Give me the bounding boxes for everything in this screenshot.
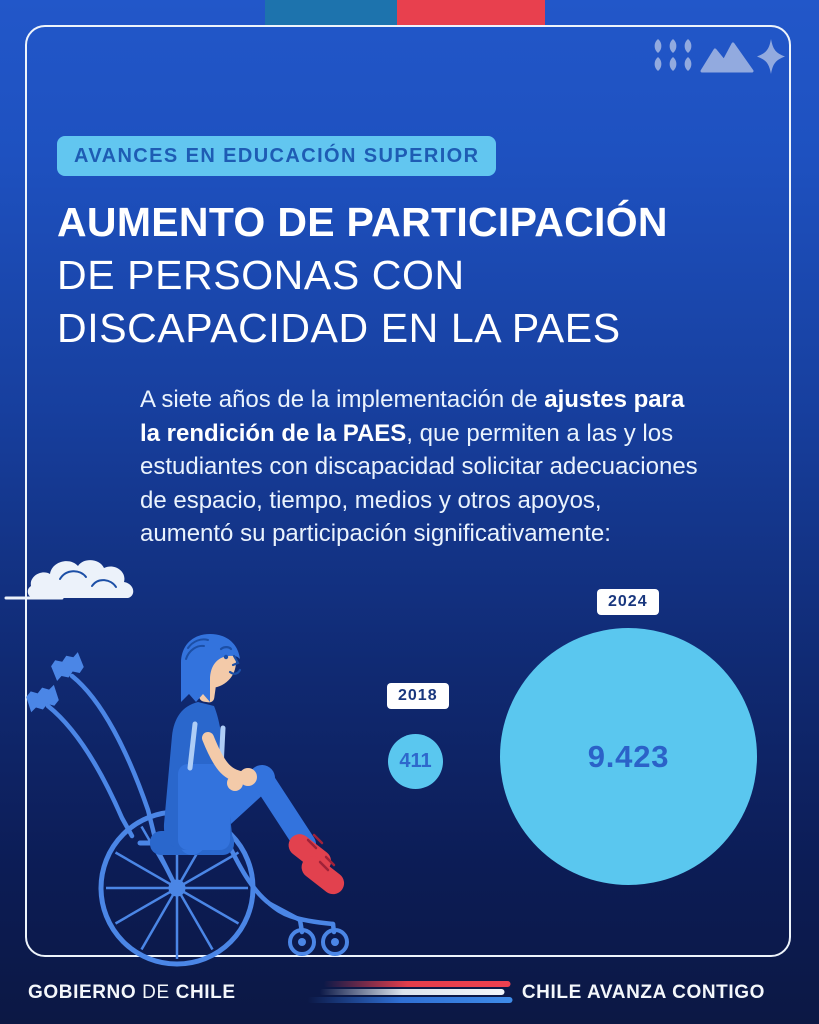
title-line-1: AUMENTO DE PARTICIPACIÓN: [57, 199, 668, 245]
government-wordmark: GOBIERNO DE CHILE: [28, 982, 236, 1004]
shoe-icon: [288, 833, 345, 895]
swoosh-red-stripe: [323, 981, 510, 987]
description-text-bold: ajustes para la rendición de la PAES: [140, 386, 685, 447]
top-stripe-red: [397, 0, 545, 25]
overalls-bib: [178, 764, 230, 850]
person-figure: [150, 634, 345, 895]
wheelchair-handle-grips: [26, 652, 84, 713]
mountains-icon: [700, 42, 754, 73]
page-title: AUMENTO DE PARTICIPACIÓN DE PERSONAS CON…: [57, 196, 668, 355]
bubble-2018-value: 411: [399, 750, 432, 772]
wheelchair-illustration: [4, 560, 349, 967]
caster-wheels: [288, 928, 349, 956]
chile-flag-swoosh-icon: [307, 981, 512, 1005]
swoosh-blue-stripe: [307, 997, 512, 1003]
title-line-2: DE PERSONAS CON: [57, 252, 465, 298]
category-badge-label: AVANCES EN EDUCACIÓN SUPERIOR: [74, 144, 480, 167]
sparkle-icon: [757, 39, 785, 74]
dots-grid-icon: [654, 39, 692, 71]
person-shin: [251, 767, 316, 855]
footer-word-de: DE: [142, 982, 170, 1003]
cloud-icon: [4, 560, 134, 600]
title-line-3: DISCAPACIDAD EN LA PAES: [57, 305, 621, 351]
footer-word-gobierno: GOBIERNO: [28, 982, 137, 1003]
bubble-2024: 9.423: [500, 628, 757, 885]
brand-logo-icon: [654, 39, 785, 74]
wheelchair-wheel: [98, 809, 256, 967]
slogan-text: CHILE AVANZA CONTIGO: [521, 982, 765, 1003]
top-stripe-teal: [265, 0, 397, 25]
year-chip-2018: 2018: [387, 683, 449, 709]
description-text-start: A siete años de la implementación de: [140, 386, 545, 413]
footer-word-chile: CHILE: [175, 982, 236, 1003]
footer-bar: GOBIERNO DE CHILE CHILE AVANZA CONTIGO: [0, 962, 819, 1024]
category-badge: AVANCES EN EDUCACIÓN SUPERIOR: [57, 136, 497, 176]
bubble-2024-value: 9.423: [587, 738, 670, 774]
person-face: [219, 646, 242, 675]
year-chip-2024: 2024: [597, 589, 659, 615]
swoosh-white-stripe: [319, 989, 504, 995]
description-text: A siete años de la implementación de aju…: [140, 383, 700, 551]
person-hair: [181, 634, 240, 702]
bubble-2018: 411: [388, 734, 443, 789]
description-text-end: , que permiten a las y los estudiantes c…: [140, 419, 698, 548]
